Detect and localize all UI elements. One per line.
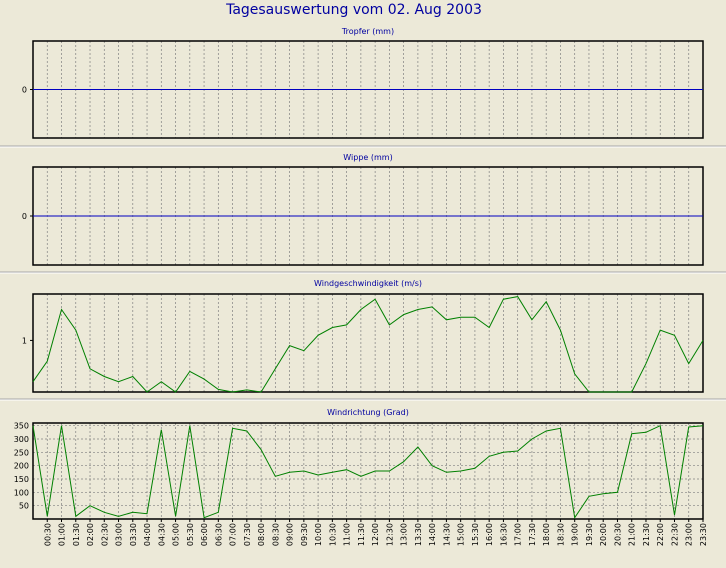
- x-tick-label: 18:30: [556, 523, 565, 546]
- x-tick-label: 14:30: [442, 523, 451, 546]
- x-tick-label: 04:00: [143, 523, 152, 546]
- y-tick-label: 150: [14, 475, 29, 484]
- panel-title: Tropfer (mm): [341, 27, 394, 36]
- y-tick-label: 250: [14, 448, 29, 457]
- x-tick-label: 15:30: [471, 523, 480, 546]
- x-tick-label: 20:30: [613, 523, 622, 546]
- x-tick-label: 17:30: [528, 523, 537, 546]
- x-tick-label: 14:00: [428, 523, 437, 546]
- x-tick-label: 07:00: [229, 523, 238, 546]
- x-tick-label: 16:30: [499, 523, 508, 546]
- x-tick-label: 01:30: [72, 523, 81, 546]
- x-tick-label: 10:00: [314, 523, 323, 546]
- x-tick-label: 02:30: [100, 523, 109, 546]
- x-tick-label: 09:30: [300, 523, 309, 546]
- y-tick-label: 300: [14, 435, 29, 444]
- series-line: [32, 296, 704, 393]
- x-tick-label: 10:30: [328, 523, 337, 546]
- x-tick-label: 04:30: [157, 523, 166, 546]
- x-tick-label: 23:00: [685, 523, 694, 546]
- y-tick-label: 350: [14, 422, 29, 431]
- x-tick-label: 23:30: [699, 523, 708, 546]
- y-tick-label: 0: [22, 86, 27, 95]
- y-tick-label: 200: [14, 462, 29, 471]
- x-tick-label: 11:00: [343, 523, 352, 546]
- x-tick-label: 11:30: [357, 523, 366, 546]
- series-line: [32, 424, 704, 520]
- x-tick-label: 12:00: [371, 523, 380, 546]
- y-tick-label: 0: [22, 212, 27, 221]
- x-tick-label: 05:30: [186, 523, 195, 546]
- x-tick-label: 13:00: [400, 523, 409, 546]
- x-tick-label: 15:00: [457, 523, 466, 546]
- x-tick-label: 18:00: [542, 523, 551, 546]
- x-tick-label: 22:00: [656, 523, 665, 546]
- x-tick-label: 08:30: [271, 523, 280, 546]
- x-tick-label: 22:30: [670, 523, 679, 546]
- x-tick-label: 03:30: [129, 523, 138, 546]
- x-tick-label: 21:00: [628, 523, 637, 546]
- panel-title: Wippe (mm): [343, 153, 392, 162]
- x-tick-label: 12:30: [385, 523, 394, 546]
- x-tick-label: 08:00: [257, 523, 266, 546]
- x-tick-label: 09:00: [286, 523, 295, 546]
- x-tick-label: 06:00: [200, 523, 209, 546]
- x-tick-label: 20:00: [599, 523, 608, 546]
- y-tick-label: 50: [19, 502, 29, 511]
- x-tick-label: 07:30: [243, 523, 252, 546]
- page-title: Tagesauswertung vom 02. Aug 2003: [225, 2, 482, 18]
- x-tick-label: 19:00: [571, 523, 580, 546]
- x-tick-label: 21:30: [642, 523, 651, 546]
- x-tick-label: 05:00: [172, 523, 181, 546]
- x-tick-label: 13:30: [414, 523, 423, 546]
- x-tick-label: 19:30: [585, 523, 594, 546]
- x-tick-label: 17:00: [514, 523, 523, 546]
- panel-title: Windgeschwindigkeit (m/s): [314, 279, 422, 288]
- plot-frame: [32, 422, 704, 520]
- y-tick-label: 1: [22, 336, 27, 345]
- x-tick-label: 16:00: [485, 523, 494, 546]
- x-tick-label: 00:30: [43, 523, 52, 546]
- panel-title: Windrichtung (Grad): [327, 408, 409, 417]
- plot-frame: [32, 293, 704, 393]
- x-tick-label: 02:00: [86, 523, 95, 546]
- y-tick-label: 100: [14, 488, 29, 497]
- x-tick-label: 03:00: [115, 523, 124, 546]
- x-tick-label: 01:00: [58, 523, 67, 546]
- x-tick-label: 06:30: [214, 523, 223, 546]
